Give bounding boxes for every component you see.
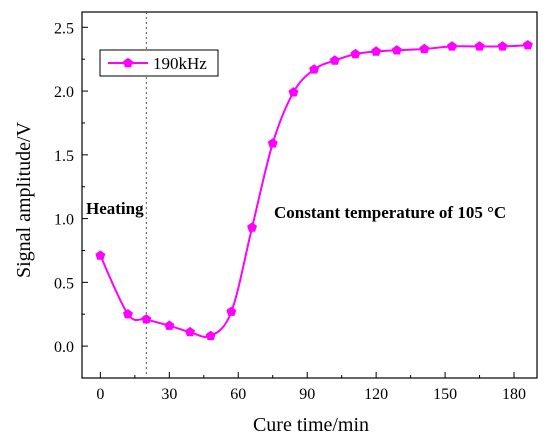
data-point [141,314,152,324]
data-point [309,64,319,74]
data-point [391,45,402,55]
legend: 190kHz [99,49,219,77]
x-tick-label: 60 [230,386,246,403]
y-tick-label: 0.0 [54,339,74,356]
x-axis: 0 30 60 90 120 150 180 [96,372,526,403]
x-tick-label: 90 [299,386,315,403]
y-tick-label: 2.0 [54,84,74,101]
y-tick-label: 1.0 [54,212,74,229]
constant-temperature-annotation: Constant temperature of 105 °C [274,203,506,222]
series-line [99,44,528,338]
heating-annotation: Heating [86,199,144,218]
y-axis-label: Signal amplitude/V [13,121,35,278]
data-point [123,309,133,319]
data-point [205,330,216,341]
data-point [371,46,382,56]
data-point [267,138,278,148]
y-axis: 0.0 0.5 1.0 1.5 2.0 2.5 [54,20,88,356]
legend-marker [123,57,133,68]
data-point [247,222,257,232]
data-point [95,250,106,260]
data-point [288,87,299,97]
x-tick-label: 0 [96,386,104,403]
y-tick-label: 1.5 [54,148,74,165]
data-point [164,320,175,330]
data-point [497,41,508,51]
data-point [474,41,485,51]
data-point [522,40,533,50]
series-layer [95,40,533,341]
y-tick-label: 0.5 [54,275,74,292]
data-point [447,41,457,51]
y-tick-label: 2.5 [54,20,74,37]
x-tick-label: 30 [161,386,177,403]
x-tick-label: 150 [433,386,457,403]
data-point [226,306,237,316]
x-axis-label: Cure time/min [253,414,369,436]
legend-label: 190kHz [153,54,207,73]
x-tick-label: 120 [364,386,388,403]
data-point [350,48,361,59]
data-point [185,326,195,337]
axes-frame [81,11,538,379]
x-tick-label: 180 [502,386,526,403]
data-point [419,43,430,54]
plot-frame [81,11,538,379]
data-point [329,55,340,65]
